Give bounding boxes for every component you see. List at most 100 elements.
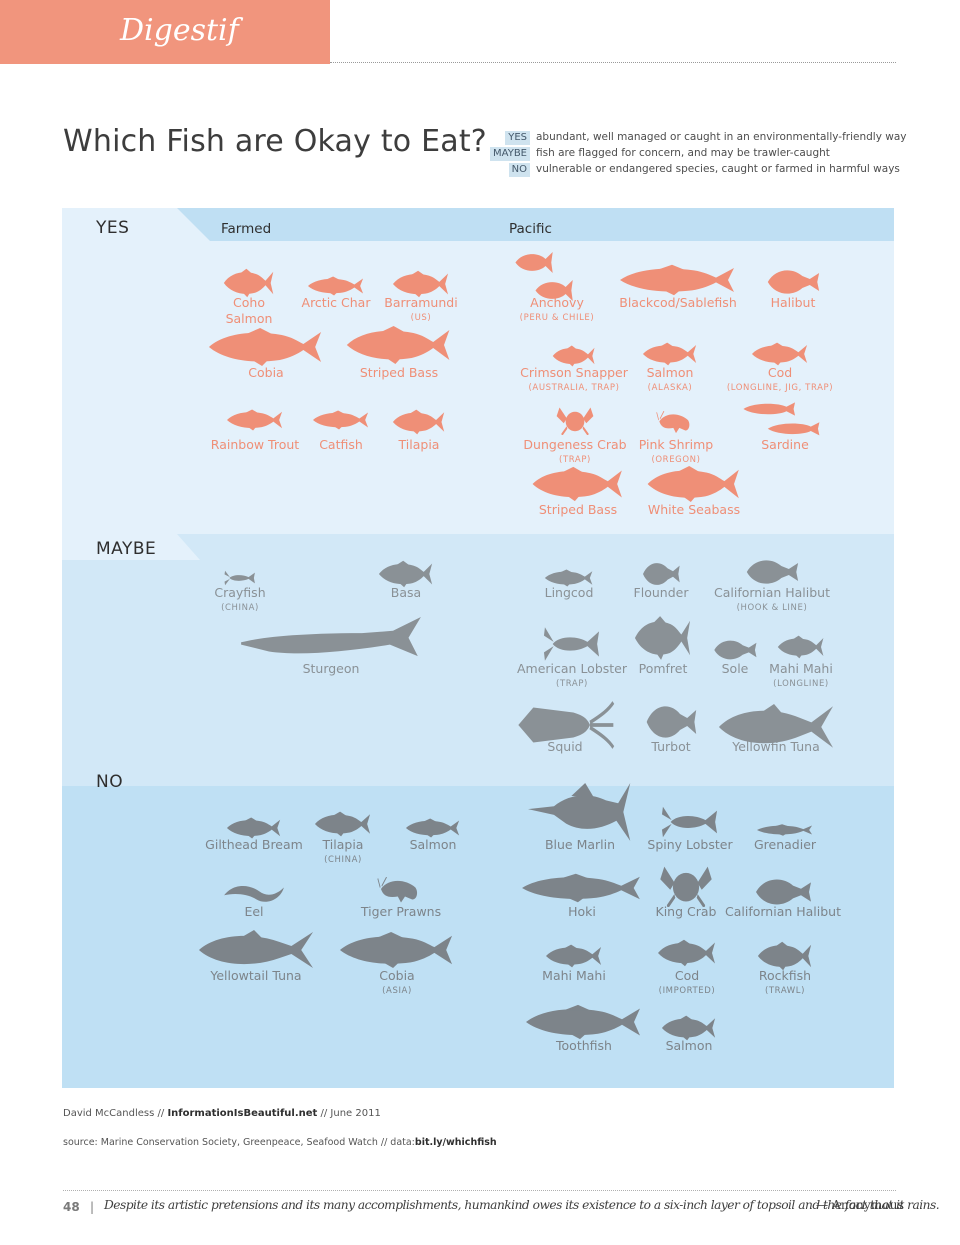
section-title: Digestif	[120, 13, 239, 48]
no-item-toothfish: Toothfish	[556, 1038, 612, 1053]
yes-item-dungeness-crab: Dungeness Crab	[523, 437, 627, 452]
maybe-item-californian-halibut: Californian Halibut	[713, 585, 831, 600]
yes-item-coho: Coho	[233, 295, 265, 310]
maybe-item-basa: Basa	[390, 585, 422, 600]
legend-tag-yes: YES	[505, 131, 530, 145]
maybe-item-crayfish: Crayfish	[214, 585, 266, 600]
no-band: NO	[62, 772, 894, 1088]
no-item-gilthead-bream: Gilthead Bream	[205, 837, 303, 852]
yes-item-arctic-char: Arctic Char	[301, 295, 371, 310]
yes-item-salmon-note: (ALASKA)	[647, 383, 693, 393]
yes-item-blackcod-sablefish: Blackcod/Sablefish	[619, 295, 737, 310]
no-item-grenadier: Grenadier	[753, 837, 817, 852]
credit-author: David McCandless //	[63, 1108, 165, 1119]
flatfish-icon	[767, 270, 820, 294]
fish-panel: YES Farmed Pacific MAYBE NO	[62, 208, 894, 1088]
pacific-heading: Pacific	[509, 221, 552, 237]
shrimp-icon	[656, 411, 690, 434]
fish-icon	[756, 824, 813, 836]
flatfish-icon	[646, 706, 697, 738]
source-text: source: Marine Conservation Society, Gre…	[63, 1137, 415, 1148]
maybe-item-mahi-mahi: Mahi Mahi	[769, 661, 833, 676]
source-link[interactable]: bit.ly/whichfish	[414, 1137, 497, 1148]
yes-item-dungeness-crab-note: (TRAP)	[559, 455, 591, 465]
yes-item-tilapia: Tilapia	[398, 437, 440, 452]
yes-item-anchovy-note: (PERU & CHILE)	[519, 313, 595, 323]
fish-icon	[532, 466, 622, 502]
maybe-item-crayfish-note: (CHINA)	[221, 603, 259, 613]
yes-item-coho-line2: Salmon	[225, 311, 273, 326]
flatfish-icon	[756, 879, 811, 905]
no-item-cod: Cod	[674, 968, 700, 983]
fish-icon	[226, 817, 281, 839]
maybe-label: MAYBE	[96, 539, 157, 559]
marlin-icon	[528, 783, 631, 841]
yes-item-white-seabass: White Seabass	[647, 502, 741, 517]
fish-icon	[647, 465, 739, 503]
maybe-item-pomfret: Pomfret	[638, 661, 688, 676]
fish-icon	[378, 560, 433, 588]
maybe-item-american-lobster-note: (TRAP)	[556, 679, 588, 689]
fish-icon	[405, 818, 460, 838]
yes-item-salmon: Salmon	[646, 365, 694, 380]
footer-rule	[63, 1190, 896, 1191]
fish-icon	[620, 264, 734, 296]
page-number: 48	[63, 1200, 80, 1214]
fish-icon	[642, 342, 697, 366]
no-item-salmon: Salmon	[409, 837, 457, 852]
no-item-cod-note: (IMPORTED)	[658, 986, 716, 996]
fish-icon	[552, 345, 595, 367]
crayfish-icon	[224, 570, 255, 586]
no-item-californian-halibut: Californian Halibut	[724, 904, 842, 919]
no-item-king-crab: King Crab	[655, 904, 717, 919]
flatfish-icon	[643, 563, 680, 585]
yes-item-cobia: Cobia	[248, 365, 284, 380]
yes-item-pink-shrimp-note: (OREGON)	[651, 455, 701, 465]
page-title: Which Fish are Okay to Eat?	[63, 124, 487, 159]
no-item-mahi-mahi: Mahi Mahi	[542, 968, 606, 983]
maybe-item-sturgeon: Sturgeon	[302, 661, 360, 676]
fish-icon	[339, 931, 453, 969]
fish-icon	[544, 569, 593, 587]
fish-icon	[226, 409, 283, 431]
credit-date: // June 2011	[320, 1108, 381, 1119]
yes-item-crimson-snapper-note: (AUSTRALIA, TRAP)	[528, 383, 620, 393]
fish-icon	[208, 328, 322, 366]
tuna-icon	[198, 930, 314, 968]
sardine-icon	[743, 402, 820, 436]
fish-icon	[757, 941, 812, 971]
footer-separator: |	[90, 1200, 95, 1214]
eel-icon	[224, 885, 284, 902]
fish-icon	[392, 270, 449, 298]
fish-icon	[658, 939, 715, 967]
legend-text-yes: abundant, well managed or caught in an e…	[536, 131, 907, 143]
no-item-rockfish-note: (TRAWL)	[764, 986, 806, 996]
yes-item-barramundi: Barramundi	[384, 295, 458, 310]
maybe-item-squid: Squid	[547, 739, 583, 754]
yes-item-anchovy: Anchovy	[530, 295, 584, 310]
yes-item-crimson-snapper: Crimson Snapper	[520, 365, 628, 380]
sturgeon-icon	[241, 617, 421, 657]
credit-site[interactable]: InformationIsBeautiful.net	[167, 1108, 318, 1119]
maybe-item-flounder: Flounder	[633, 585, 689, 600]
maybe-item-mahi-mahi-note: (LONGLINE)	[773, 679, 829, 689]
maybe-item-californian-halibut-note: (HOOK & LINE)	[736, 603, 808, 613]
no-item-cobia: Cobia	[379, 968, 415, 983]
lobster-icon	[543, 627, 600, 661]
fish-icon	[307, 276, 364, 296]
crab-icon	[556, 407, 594, 435]
legend-tag-maybe: MAYBE	[490, 147, 530, 161]
yes-item-cod: Cod	[767, 365, 793, 380]
fish-icon	[634, 616, 691, 660]
yes-item-barramundi-note: (US)	[410, 313, 432, 323]
yes-header-strip	[177, 208, 894, 241]
no-item-tiger-prawns: Tiger Prawns	[360, 904, 442, 919]
no-item-spiny-lobster: Spiny Lobster	[647, 837, 733, 852]
fish-icon	[526, 1004, 640, 1040]
anchovy-icon	[515, 252, 573, 301]
no-item-cobia-note: (ASIA)	[382, 986, 412, 996]
source-line: source: Marine Conservation Society, Gre…	[63, 1137, 497, 1148]
yes-item-catfish: Catfish	[319, 437, 363, 452]
tuna-icon	[718, 704, 834, 748]
no-item-blue-marlin: Blue Marlin	[544, 837, 616, 852]
